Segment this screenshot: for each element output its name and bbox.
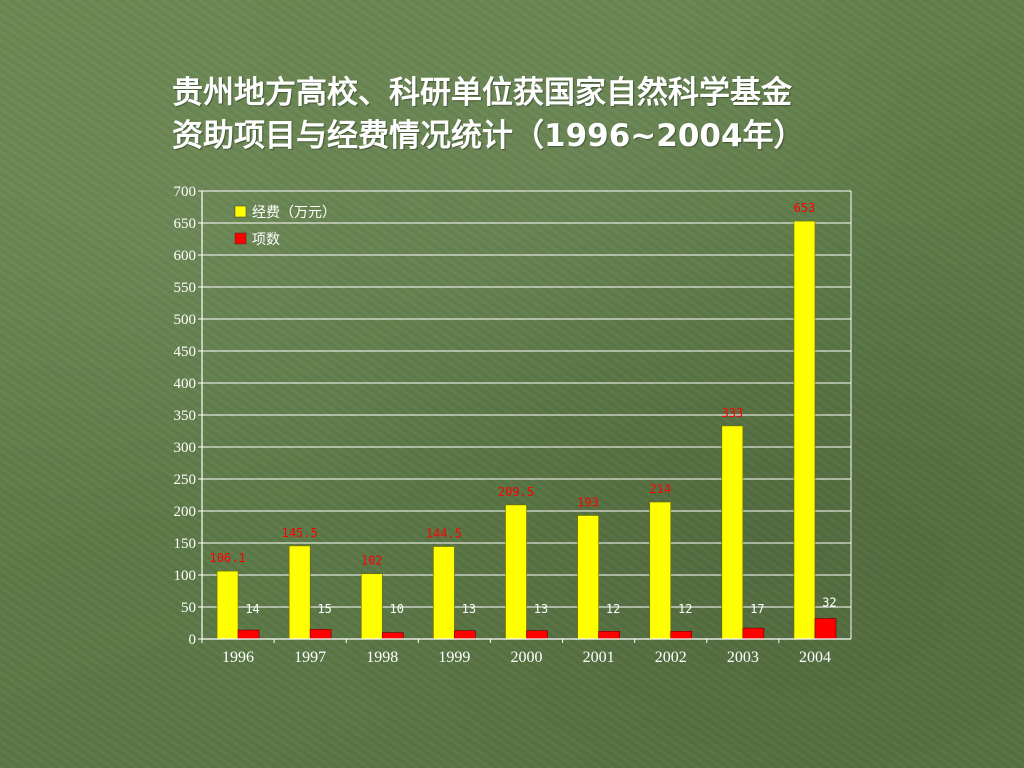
y-tick-label: 500 [174, 312, 197, 328]
x-tick-label: 2000 [511, 649, 543, 666]
bar-funding-2003 [721, 425, 744, 640]
y-tick-label: 700 [174, 184, 197, 200]
chart-legend: 经费（万元） 项数 [234, 205, 336, 248]
x-tick-label: 2004 [799, 649, 831, 666]
data-label-count-2002: 12 [678, 602, 692, 616]
axes: 0 50 100 150 200 250 300 350 400 450 500 550 600 650 7… [174, 184, 852, 666]
data-label-funding-2001: 193 [577, 495, 599, 509]
data-label-count-2000: 13 [534, 602, 548, 616]
bar-count-2001 [598, 631, 620, 640]
data-label-funding-1999: 144.5 [426, 527, 462, 541]
data-label-count-2003: 17 [750, 602, 764, 616]
bar-count-1997 [309, 629, 332, 640]
data-label-funding-2003: 333 [721, 406, 743, 420]
y-tick-label: 450 [174, 344, 197, 360]
x-tick-label: 1997 [294, 649, 326, 666]
data-label-funding-2004: 653 [794, 201, 816, 215]
y-tick-label: 600 [174, 248, 197, 264]
slide-title-line-1: 贵州地方高校、科研单位获国家自然科学基金 [172, 75, 792, 111]
bar-funding-2004 [793, 220, 816, 640]
x-tick-label: 2002 [655, 649, 687, 666]
slide-title-line-2: 资助项目与经费情况统计（1996~2004年） [172, 118, 805, 154]
legend-swatch-count [234, 232, 247, 245]
x-tick-label: 2001 [583, 649, 615, 666]
y-tick-label: 300 [174, 440, 197, 456]
bars [216, 220, 837, 640]
bar-funding-1999 [433, 546, 455, 640]
y-tick-label: 650 [174, 216, 197, 232]
data-label-count-1996: 14 [245, 602, 259, 616]
data-label-funding-2002: 214 [649, 482, 671, 496]
bar-funding-1997 [288, 545, 311, 640]
bar-funding-2002 [649, 501, 672, 640]
data-label-count-2001: 12 [606, 602, 620, 616]
y-tick-label: 50 [181, 600, 196, 616]
x-tick-label: 2003 [727, 649, 759, 666]
bar-funding-1998 [360, 573, 383, 640]
bar-count-2000 [526, 630, 548, 640]
y-tick-label: 0 [189, 632, 197, 648]
data-label-funding-2000: 209.5 [498, 485, 534, 499]
y-tick-label: 200 [174, 504, 197, 520]
bar-count-1996 [237, 629, 260, 640]
data-label-funding-1997: 145.5 [282, 526, 318, 540]
data-label-count-1997: 15 [317, 602, 331, 616]
grid-lines [202, 190, 851, 608]
bar-count-2002 [670, 631, 693, 640]
bar-funding-1996 [216, 570, 239, 640]
x-tick-label: 1999 [438, 649, 470, 666]
x-tick-label: 1998 [366, 649, 398, 666]
bar-count-1999 [454, 630, 476, 640]
bar-count-2004 [814, 618, 837, 640]
y-tick-label: 400 [174, 376, 197, 392]
bar-funding-2000 [505, 504, 527, 640]
y-tick-label: 250 [174, 472, 197, 488]
y-tick-label: 550 [174, 280, 197, 296]
y-tick-label: 150 [174, 536, 197, 552]
bar-count-2003 [742, 627, 765, 640]
data-labels: 106.1 14 145.5 15 102 10 144.5 13 209.5 13 193 12 21… [209, 201, 836, 616]
data-label-funding-1996: 106.1 [209, 551, 245, 565]
data-label-count-2004: 32 [822, 596, 836, 610]
bar-funding-2001 [577, 515, 599, 640]
legend-swatch-funding [234, 205, 247, 218]
data-label-count-1998: 10 [390, 602, 404, 616]
legend-label-count: 项数 [252, 232, 280, 248]
slide-title: 贵州地方高校、科研单位获国家自然科学基金 资助项目与经费情况统计（1996~20… [172, 72, 872, 158]
data-label-count-1999: 13 [462, 602, 476, 616]
y-tick-label: 100 [174, 568, 197, 584]
legend-label-funding: 经费（万元） [252, 205, 336, 221]
y-tick-label: 350 [174, 408, 197, 424]
data-label-funding-1998: 102 [361, 554, 383, 568]
bar-count-1998 [381, 632, 404, 640]
x-tick-label: 1996 [222, 649, 254, 666]
